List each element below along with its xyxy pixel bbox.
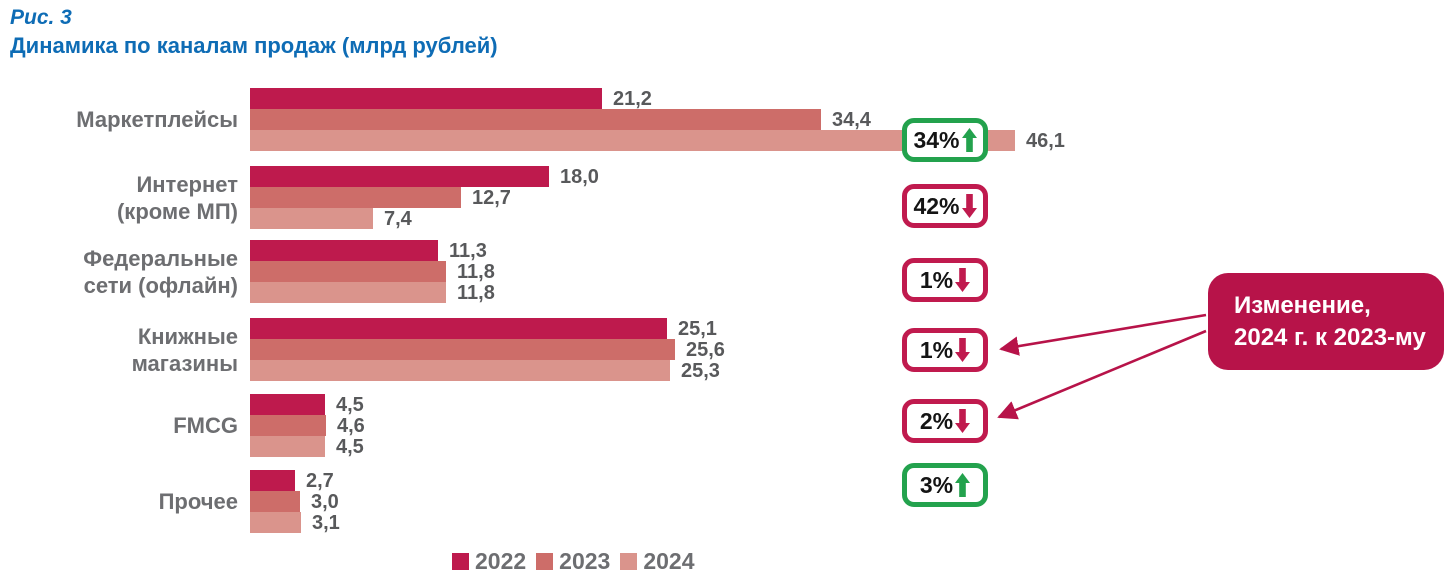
category-label-line: сети (офлайн): [83, 272, 238, 298]
change-badge: 42%: [902, 184, 988, 228]
bar-2022: [250, 470, 295, 491]
bar-2022: [250, 166, 549, 187]
legend-label: 2024: [643, 548, 695, 574]
change-badge-value: 1%: [919, 266, 954, 293]
category-label-line: (кроме МП): [116, 198, 238, 224]
bar-value-label: 18,0: [560, 166, 599, 188]
category-label-line: FMCG: [173, 413, 238, 438]
bar-2024: [250, 436, 325, 457]
annotation-callout: Изменение, 2024 г. к 2023-му: [1208, 273, 1444, 370]
category-label-line: Маркетплейсы: [76, 107, 238, 132]
bar-2023: [250, 109, 821, 130]
bar-value-label: 34,4: [832, 109, 871, 131]
bar-2024: [250, 282, 446, 303]
bar-2022: [250, 240, 438, 261]
legend-item-2024: 2024: [620, 548, 695, 575]
legend-label: 2022: [475, 548, 527, 574]
change-badge-arrow: [955, 338, 971, 362]
bar-value-label: 11,8: [457, 282, 495, 304]
annotation-arrow-to-fmcg-badge: [997, 329, 1207, 420]
legend-swatch: [452, 553, 469, 570]
category-label-line: Книжные: [137, 323, 238, 349]
annotation-line-1: Изменение,: [1234, 291, 1371, 319]
bar-2022: [250, 318, 667, 339]
category-label: FMCG: [0, 394, 238, 457]
bar-2024: [250, 360, 670, 381]
change-badge: 3%: [902, 463, 988, 507]
bar-value-label: 46,1: [1026, 130, 1065, 152]
change-badge-arrow: [955, 268, 971, 292]
bar-2024: [250, 130, 1015, 151]
bar-value-label: 25,1: [678, 318, 717, 340]
change-badge: 1%: [902, 258, 988, 302]
bar-2023: [250, 261, 446, 282]
bar-2022: [250, 394, 325, 415]
legend-swatch: [620, 553, 638, 570]
category-label-line: магазины: [131, 350, 238, 376]
bar-value-label: 25,6: [686, 339, 725, 361]
bar-value-label: 4,5: [336, 436, 364, 458]
change-badge-arrow: [955, 473, 971, 497]
change-badge-value: 3%: [919, 471, 954, 498]
bar-value-label: 3,1: [312, 512, 340, 534]
bar-value-label: 4,5: [336, 394, 364, 416]
bar-2024: [250, 512, 301, 533]
change-badge: 2%: [902, 399, 988, 443]
change-badge-value: 2%: [919, 407, 954, 434]
bar-value-label: 2,7: [306, 470, 334, 492]
change-badge: 1%: [902, 328, 988, 372]
bar-value-label: 3,0: [311, 491, 339, 513]
arrow-down-icon: [955, 409, 971, 433]
category-label: Книжные магазины: [0, 318, 238, 381]
change-badge-arrow: [961, 194, 977, 218]
arrow-up-icon: [961, 128, 977, 152]
annotation-arrow-to-bookstores-badge: [999, 313, 1207, 356]
bar-value-label: 21,2: [613, 88, 652, 110]
bar-value-label: 4,6: [337, 415, 365, 437]
change-badge-value: 34%: [913, 126, 960, 153]
bar-2022: [250, 88, 602, 109]
legend-label: 2023: [559, 548, 611, 574]
category-label-line: Прочее: [158, 489, 238, 514]
bar-2023: [250, 491, 300, 512]
category-label-line: Интернет: [136, 171, 238, 197]
category-label: Прочее: [0, 470, 238, 533]
bar-value-label: 12,7: [472, 187, 511, 209]
bar-2023: [250, 339, 675, 360]
chart-legend: 2022 2023 2024: [452, 548, 695, 575]
bar-value-label: 7,4: [384, 208, 412, 230]
category-label-line: Федеральные: [83, 245, 238, 271]
category-label: Федеральные сети (офлайн): [0, 240, 238, 303]
bar-value-label: 25,3: [681, 360, 720, 382]
bar-2023: [250, 415, 326, 436]
arrow-up-icon: [955, 473, 971, 497]
figure-number: Рис. 3: [10, 6, 72, 29]
arrow-down-icon: [961, 194, 977, 218]
legend-item-2023: 2023: [536, 548, 610, 575]
change-badge-value: 42%: [913, 192, 960, 219]
arrow-down-icon: [955, 268, 971, 292]
legend-swatch: [536, 553, 554, 570]
change-badge-arrow: [955, 409, 971, 433]
category-label: Маркетплейсы: [0, 88, 238, 151]
bar-value-label: 11,3: [449, 240, 487, 262]
chart-title: Динамика по каналам продаж (млрд рублей): [10, 33, 498, 58]
bar-2024: [250, 208, 373, 229]
annotation-line-2: 2024 г. к 2023-му: [1234, 323, 1426, 351]
change-badge-arrow: [961, 128, 977, 152]
arrow-down-icon: [955, 338, 971, 362]
change-badge-value: 1%: [919, 336, 954, 363]
bar-value-label: 11,8: [457, 261, 495, 283]
category-label: Интернет (кроме МП): [0, 166, 238, 229]
change-badge: 34%: [902, 118, 988, 162]
legend-item-2022: 2022: [452, 548, 526, 575]
bar-2023: [250, 187, 461, 208]
